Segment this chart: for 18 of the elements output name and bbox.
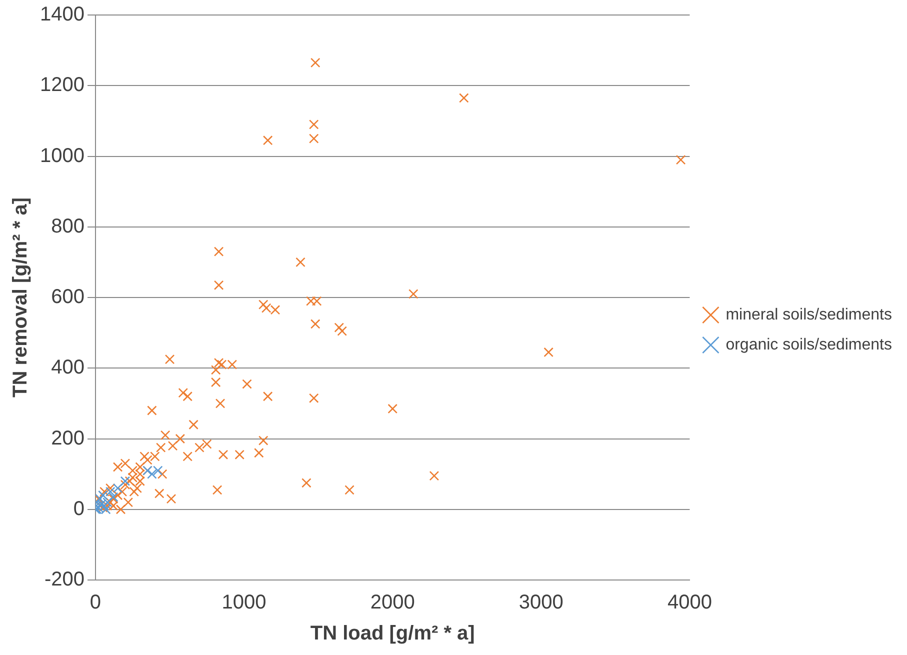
y-tick-label: 1000: [40, 144, 84, 167]
y-tick-label: 0: [73, 498, 84, 520]
x-tick-label: 2000: [370, 592, 415, 614]
legend-label: mineral soils/sediments: [726, 306, 892, 324]
y-tick-label: 1200: [40, 74, 84, 96]
y-tick-label: 800: [51, 215, 84, 238]
y-tick-label: 400: [51, 356, 84, 379]
x-tick-label: 3000: [518, 592, 564, 614]
y-tick-label: 1400: [40, 4, 84, 26]
x-tick-label: 1000: [222, 592, 266, 614]
x-axis-title: TN load [g/m² * a]: [310, 622, 475, 645]
legend-label: organic soils/sediments: [726, 336, 892, 354]
y-tick-label: 600: [51, 286, 84, 308]
x-tick-label: 4000: [667, 592, 712, 614]
x-tick-label: 0: [90, 592, 102, 614]
y-tick-label: -200: [44, 568, 84, 591]
y-axis-title: TN removal [g/m² * a]: [10, 197, 32, 398]
y-tick-label: 200: [51, 427, 84, 450]
